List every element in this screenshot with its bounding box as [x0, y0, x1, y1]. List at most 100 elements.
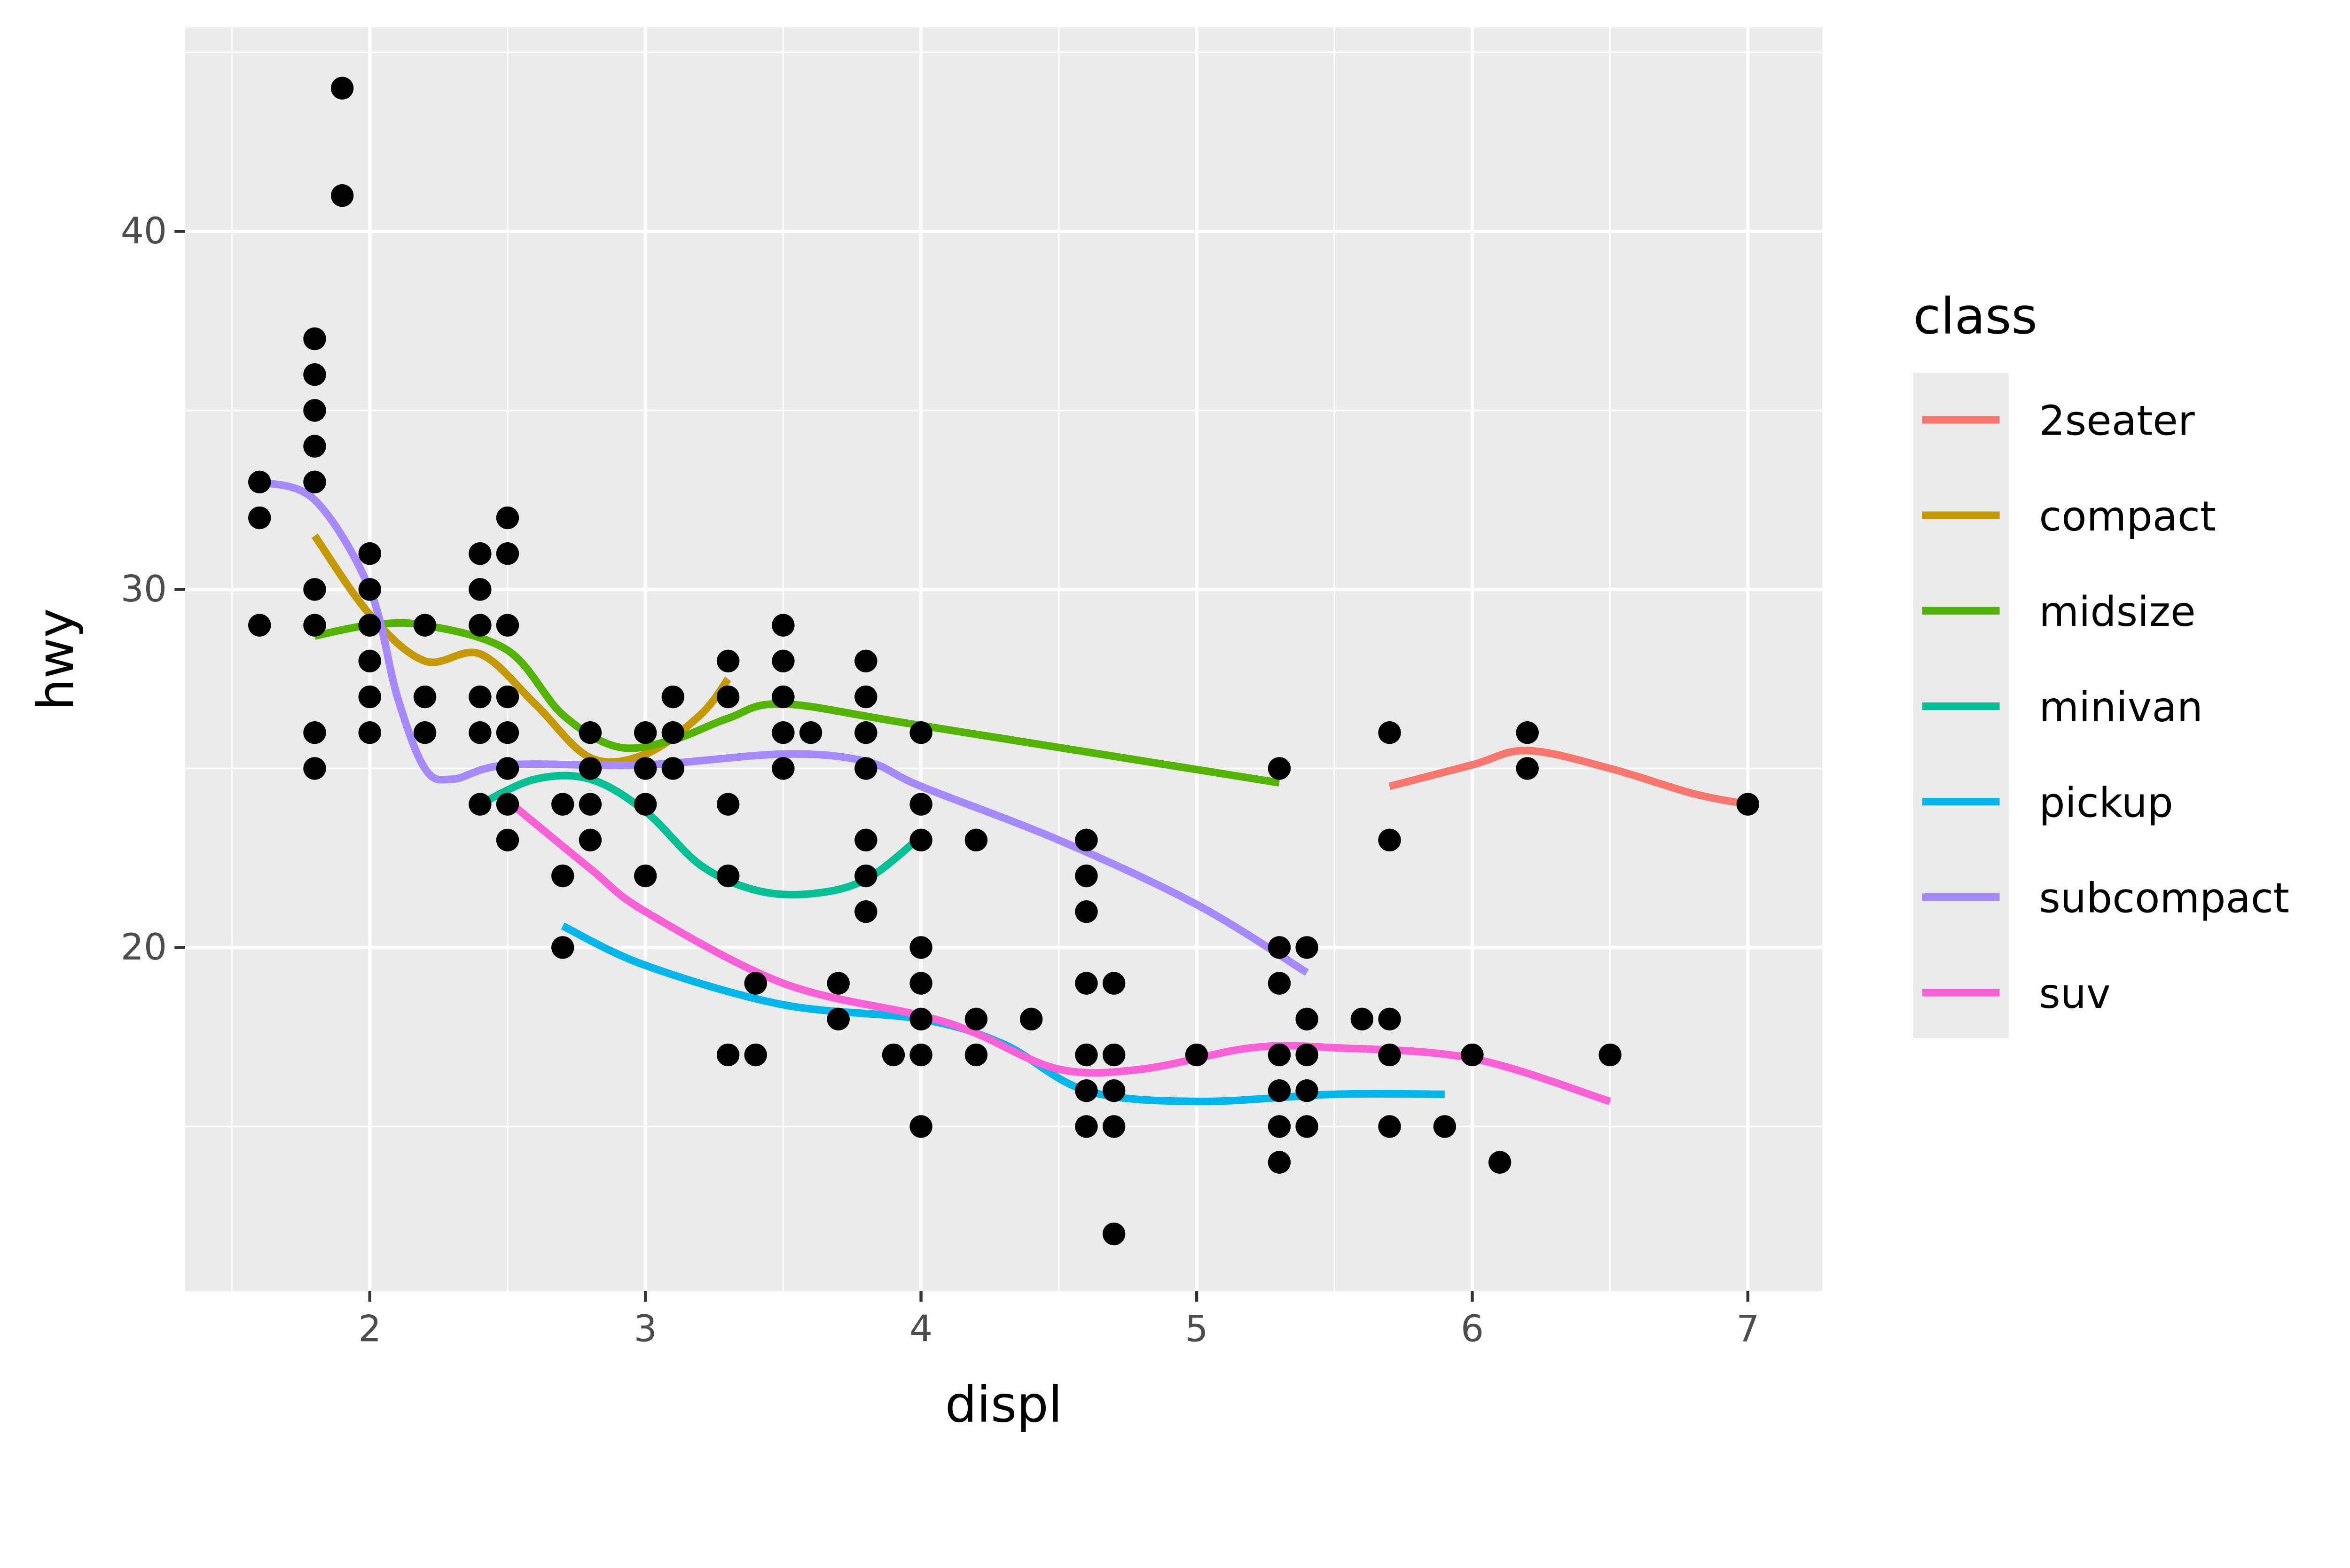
x-axis-title: displ [945, 1375, 1063, 1434]
data-point [1378, 721, 1401, 744]
data-point [1461, 1043, 1484, 1067]
data-point [1268, 1151, 1291, 1174]
legend-title: class [1913, 288, 2037, 346]
data-point [1598, 1043, 1622, 1067]
data-point [248, 614, 271, 637]
data-point [964, 1043, 988, 1067]
data-point [579, 721, 602, 744]
data-point [661, 757, 685, 780]
data-point [1268, 936, 1291, 959]
data-point [1295, 1043, 1318, 1067]
data-point [854, 828, 877, 851]
data-point [358, 578, 381, 601]
data-point [1075, 1043, 1098, 1067]
data-point [854, 685, 877, 709]
y-tick-label: 30 [121, 568, 167, 610]
data-point [772, 721, 795, 744]
data-point [1019, 1007, 1043, 1030]
data-point [413, 685, 437, 709]
data-point [469, 542, 492, 565]
data-point [496, 542, 519, 565]
data-point [634, 864, 657, 888]
data-point [496, 721, 519, 744]
legend-label: subcompact [2039, 874, 2289, 922]
data-point [909, 1115, 932, 1138]
legend-label: compact [2039, 492, 2216, 540]
data-point [303, 363, 326, 386]
data-point [1378, 1115, 1401, 1138]
data-point [1075, 828, 1098, 851]
data-point [909, 828, 932, 851]
data-point [772, 614, 795, 637]
data-point [496, 506, 519, 530]
data-point [358, 542, 381, 565]
data-point [303, 327, 326, 351]
legend-label: midsize [2039, 588, 2195, 636]
y-tick-label: 20 [121, 926, 167, 968]
data-point [330, 184, 354, 207]
smooth-line-2seater [1388, 747, 1749, 808]
data-point [964, 1007, 988, 1030]
data-point [303, 470, 326, 493]
data-point [1102, 1115, 1126, 1138]
data-point [772, 685, 795, 709]
data-point [1516, 721, 1539, 744]
data-point [716, 864, 740, 888]
data-point [1268, 1115, 1291, 1138]
data-point [634, 721, 657, 744]
data-point [1378, 1007, 1401, 1030]
data-point [248, 506, 271, 530]
data-point [469, 614, 492, 637]
x-tick-label: 7 [1736, 1308, 1759, 1350]
data-point [827, 972, 850, 995]
data-point [1102, 1079, 1126, 1102]
data-point [744, 972, 767, 995]
data-point [716, 793, 740, 816]
data-point [469, 685, 492, 709]
data-point [854, 900, 877, 923]
chart: 2 3 4 5 6 7 20 30 40 displ hwy class 2seater comp… [27, 27, 2289, 1434]
data-point [496, 757, 519, 780]
data-point [413, 721, 437, 744]
points [248, 77, 1760, 1246]
data-point [1268, 972, 1291, 995]
data-point [1268, 1043, 1291, 1067]
data-point [909, 972, 932, 995]
legend-label: minivan [2039, 683, 2202, 731]
legend-label: suv [2039, 970, 2110, 1018]
data-point [1102, 972, 1126, 995]
data-point [358, 614, 381, 637]
legend-label: 2seater [2039, 397, 2194, 445]
data-point [1075, 900, 1098, 923]
data-point [854, 721, 877, 744]
data-point [716, 685, 740, 709]
data-point [358, 685, 381, 709]
data-point [1736, 793, 1760, 816]
data-point [551, 793, 574, 816]
data-point [1075, 1115, 1098, 1138]
data-point [1075, 864, 1098, 888]
data-point [1102, 1222, 1126, 1246]
data-point [744, 1043, 767, 1067]
data-point [1295, 1007, 1318, 1030]
data-point [248, 470, 271, 493]
data-point [716, 649, 740, 672]
data-point [358, 721, 381, 744]
data-point [303, 721, 326, 744]
data-point [1350, 1007, 1374, 1030]
data-point [496, 614, 519, 637]
y-tick-label: 40 [121, 210, 167, 252]
data-point [496, 685, 519, 709]
data-point [1295, 1079, 1318, 1102]
data-point [799, 721, 822, 744]
data-point [579, 757, 602, 780]
data-point [413, 614, 437, 637]
x-tick-label: 6 [1461, 1308, 1484, 1350]
data-point [827, 1007, 850, 1030]
axes: 2 3 4 5 6 7 20 30 40 [121, 210, 1760, 1350]
data-point [1295, 1115, 1318, 1138]
y-axis-title: hwy [27, 608, 85, 710]
data-point [303, 435, 326, 458]
data-point [909, 1043, 932, 1067]
data-point [1268, 757, 1291, 780]
